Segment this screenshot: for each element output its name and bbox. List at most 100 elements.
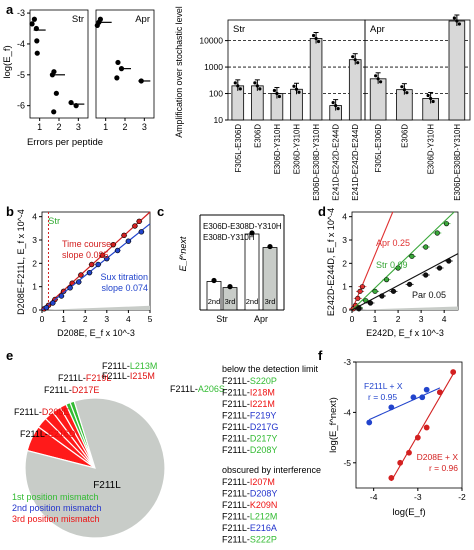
a-right-ylabel: Amplification over stochastic level — [174, 6, 184, 138]
a-right-point — [253, 81, 257, 85]
b-fit-line — [41, 223, 151, 311]
b-point — [132, 223, 138, 229]
e-below-item: F211L-I218M — [222, 388, 275, 398]
a-right-point — [405, 91, 409, 95]
a-right-point — [314, 36, 318, 41]
a-left-point — [51, 109, 57, 115]
f-point — [388, 475, 395, 481]
e-interference-item: F211L-L212M — [222, 512, 277, 522]
a-right-point — [336, 106, 340, 111]
d-xtick-label: 4 — [442, 314, 447, 324]
panel-letter-d: d — [318, 204, 326, 219]
f-point — [406, 449, 412, 456]
d-xtick-label: 1 — [373, 314, 378, 324]
b-ytick-label: 0 — [32, 305, 37, 315]
b-xtick-label: 1 — [61, 314, 66, 324]
a-left-ytick-label: -5 — [17, 70, 25, 80]
a-right-point — [353, 58, 357, 62]
e-slice-label: F211L-D208E — [14, 407, 69, 417]
a-right-frame — [364, 19, 471, 121]
a-left-ylabel: log(E_f) — [2, 45, 13, 78]
a-right-bar — [448, 20, 466, 121]
b-point — [43, 304, 50, 311]
a-left-xtick-label: 1 — [103, 122, 108, 132]
a-right-point — [275, 91, 279, 96]
d-xtick-label: 2 — [396, 314, 401, 324]
a-right-point — [400, 85, 404, 89]
b-point — [121, 232, 127, 239]
d-fit-line — [351, 211, 394, 311]
a-right-point — [297, 90, 301, 94]
d-ytick-label: 3 — [342, 235, 347, 245]
b-point — [136, 218, 142, 225]
a-right-point — [356, 61, 360, 65]
c-bar-label: 2nd — [208, 297, 221, 306]
b-series-annotation: slope 0.074 — [101, 283, 148, 293]
d-xtick-label: 0 — [350, 314, 355, 324]
a-left-ytick-label: -3 — [17, 8, 25, 18]
a-right-xtick-label: E241D-E242D-E244D — [332, 124, 341, 201]
f-xtick-label: -3 — [414, 492, 422, 502]
b-series-name: Sux titration — [100, 272, 148, 282]
a-right-bar — [309, 38, 323, 121]
b-series-annotation: slope 0.085 — [62, 250, 109, 260]
b-xtick-label: 5 — [148, 314, 153, 324]
b-ytick-label: 2 — [32, 258, 37, 268]
d-point — [436, 265, 443, 271]
d-point — [372, 288, 378, 294]
a-right-group-label: Apr — [370, 24, 385, 35]
b-fit-line — [41, 211, 151, 311]
f-point — [419, 394, 426, 401]
c-point — [267, 243, 273, 250]
a-right-bar — [251, 85, 264, 121]
a-left-point — [114, 75, 120, 81]
a-left-xtick-label: 2 — [122, 122, 127, 132]
b-point — [138, 229, 145, 235]
d-point — [423, 244, 429, 250]
b-point — [110, 241, 116, 248]
a-right-ytick-label: 10000 — [199, 36, 223, 46]
a-right-ytick-label: 1000 — [204, 62, 223, 72]
c-point — [211, 277, 217, 284]
b-xtick-label: 2 — [83, 314, 88, 324]
a-right-xtick-label: E306D-Y310H — [273, 124, 282, 174]
d-ylabel: E242D-E244D, E_f x 10^-4 — [326, 208, 336, 316]
f-ytick-label: -3 — [343, 357, 351, 367]
f-ytick-label: -5 — [343, 458, 351, 468]
f-point — [366, 419, 373, 426]
b-point — [125, 238, 132, 244]
e-below-title: below the detection limit — [222, 364, 319, 374]
a-right-point — [351, 55, 355, 59]
d-point — [446, 258, 452, 264]
d-fit-line — [351, 211, 455, 311]
a-right-group-label: Str — [233, 24, 245, 35]
c-ylabel: E_f^next — [178, 236, 188, 271]
e-interference-title: obscured by interference — [222, 465, 321, 475]
a-left-point — [94, 22, 100, 29]
panel-letter-e: e — [6, 348, 13, 363]
panel-letter-a: a — [6, 2, 14, 17]
a-right-point — [431, 99, 435, 104]
f-series-annotation: r = 0.95 — [368, 392, 397, 402]
a-right-point — [331, 100, 335, 105]
b-point — [95, 261, 101, 268]
a-right-point — [236, 84, 240, 88]
a-right-xtick-label: E306D-Y310H — [293, 124, 302, 174]
b-ytick-label: 4 — [32, 212, 37, 222]
a-right-point — [402, 88, 406, 92]
e-slice-label: F211L-L213M — [102, 361, 157, 371]
a-right-xtick-label: F305L-E306D — [234, 124, 243, 173]
f-series-name: F211L + X — [364, 381, 403, 391]
d-point — [395, 265, 401, 271]
a-left-xtick-label: 1 — [37, 122, 42, 132]
e-below-item: F211L-D217G — [222, 422, 278, 432]
f-xtick-label: -2 — [458, 492, 466, 502]
f-frame — [355, 361, 463, 489]
e-legend-item: 1st position mismatch — [12, 492, 99, 502]
e-slice-label: F211L-E216D — [20, 429, 76, 439]
f-series-annotation: r = 0.96 — [429, 463, 458, 473]
a-right-ytick-label: 10 — [214, 115, 224, 125]
a-right-bar — [231, 85, 245, 121]
e-slice-label: F211L-F219L — [58, 373, 111, 383]
